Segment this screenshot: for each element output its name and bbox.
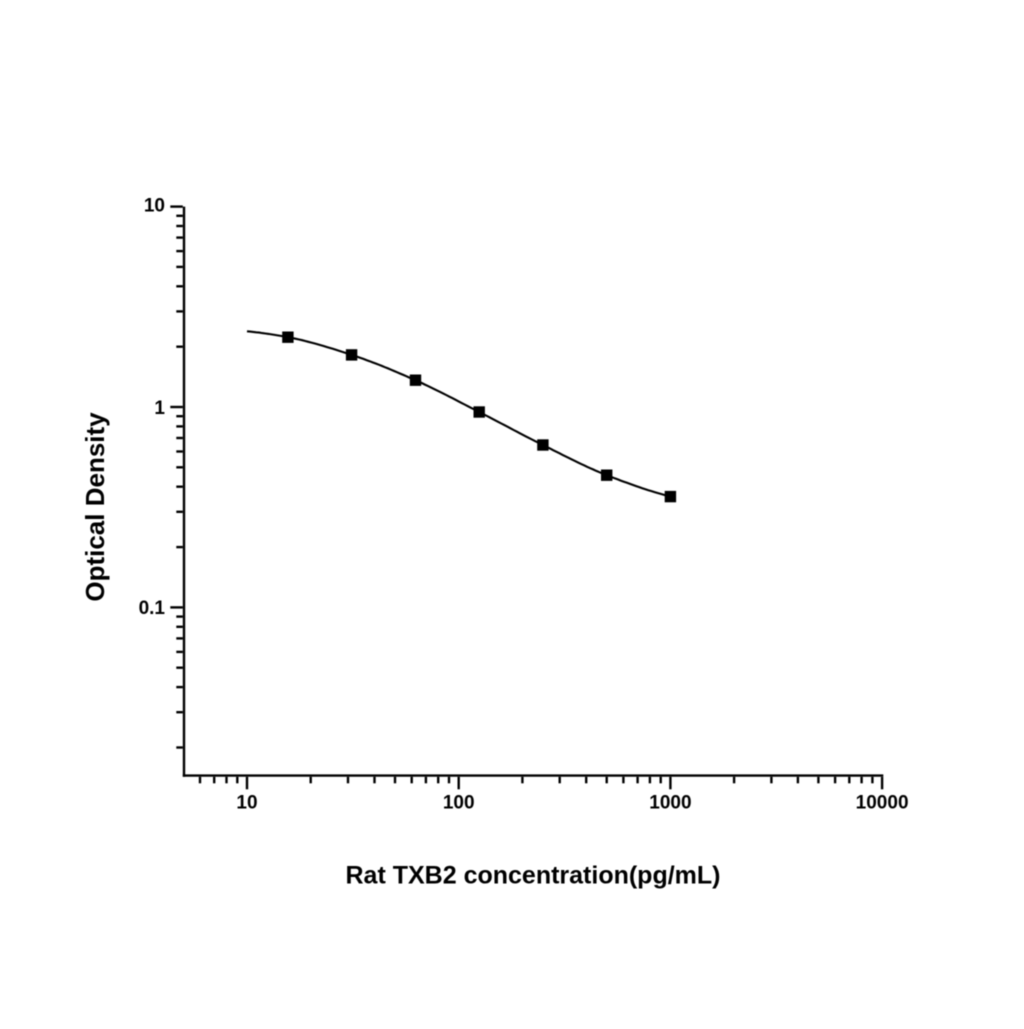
svg-text:100: 100: [443, 793, 475, 814]
svg-text:10: 10: [236, 793, 257, 814]
svg-text:10000: 10000: [856, 793, 909, 814]
svg-text:0.1: 0.1: [139, 598, 166, 619]
svg-text:Optical Density: Optical Density: [80, 412, 110, 602]
svg-text:1: 1: [154, 398, 165, 419]
svg-text:Rat TXB2 concentration(pg/mL): Rat TXB2 concentration(pg/mL): [345, 862, 720, 890]
svg-text:1000: 1000: [649, 793, 691, 814]
svg-text:10: 10: [144, 195, 165, 216]
